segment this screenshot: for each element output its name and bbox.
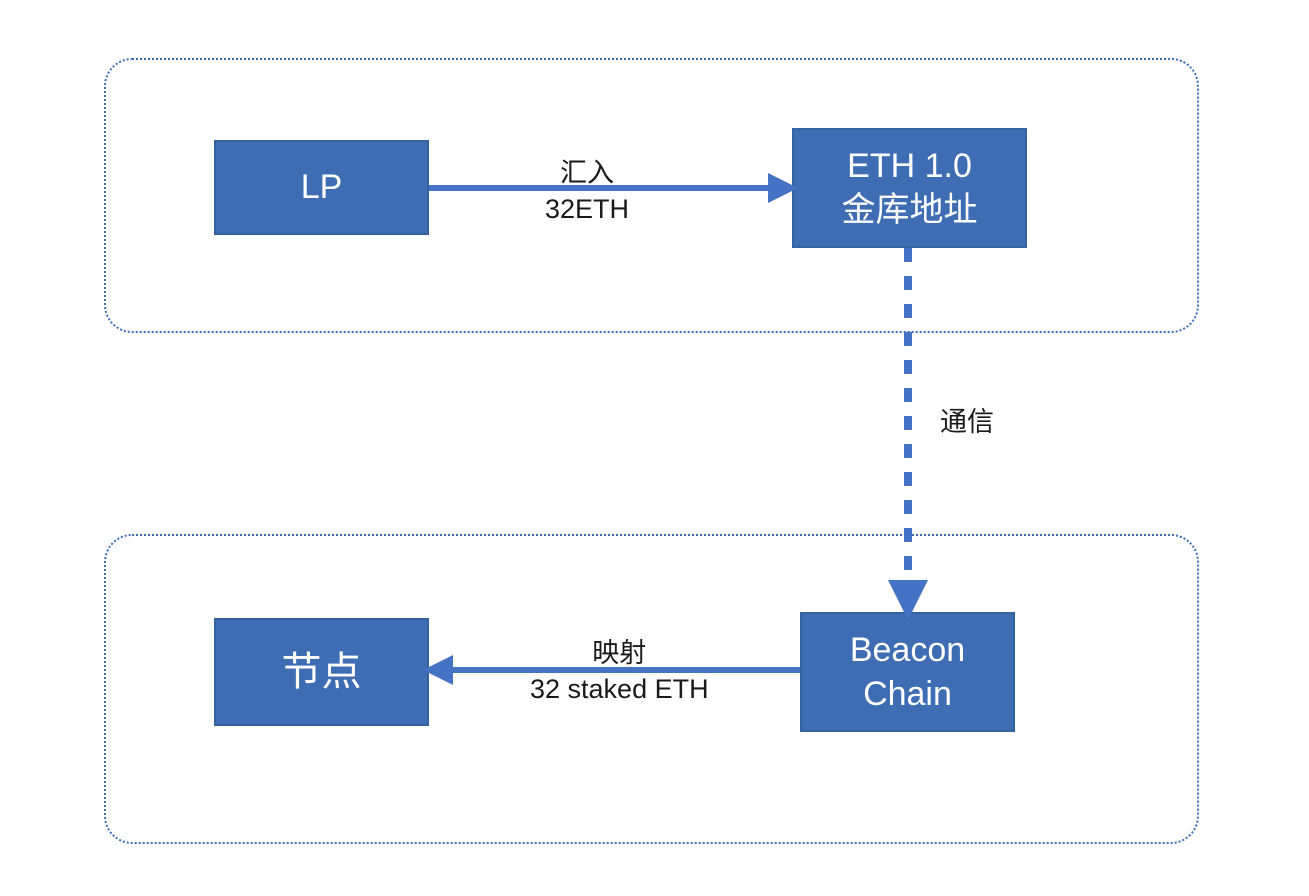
edge-label-comm-top: 通信 (940, 404, 994, 440)
edge-label-map-bottom: 32 staked ETH (530, 671, 709, 707)
edge-label-comm: 通信 (940, 404, 994, 440)
node-vault: ETH 1.0 金库地址 (792, 128, 1027, 248)
node-beacon-label: Beacon Chain (850, 628, 965, 716)
edge-label-map: 映射 32 staked ETH (530, 635, 709, 708)
edge-label-map-top: 映射 (530, 635, 709, 671)
node-node: 节点 (214, 618, 429, 726)
edge-label-deposit-top: 汇入 (545, 155, 629, 191)
node-beacon: Beacon Chain (800, 612, 1015, 732)
edge-label-deposit: 汇入 32ETH (545, 155, 629, 228)
node-lp-label: LP (301, 165, 343, 209)
node-lp: LP (214, 140, 429, 235)
edge-label-deposit-bottom: 32ETH (545, 191, 629, 227)
node-vault-label: ETH 1.0 金库地址 (842, 144, 978, 232)
node-node-label: 节点 (282, 646, 362, 698)
